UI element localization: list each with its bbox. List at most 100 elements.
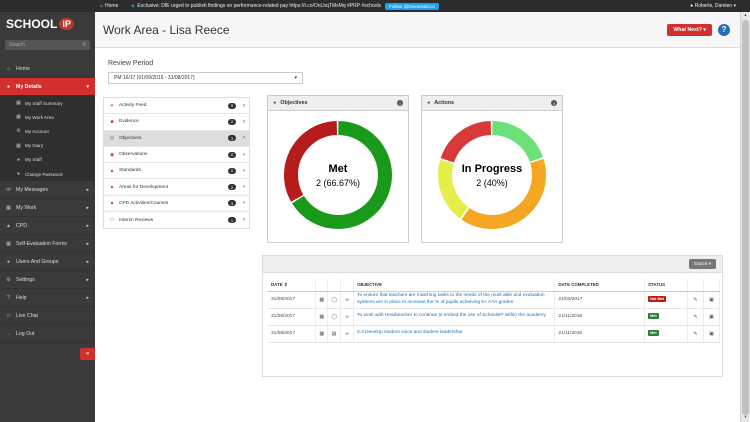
bar-chart-icon[interactable]: ▤ — [327, 325, 342, 343]
menu-item-activity-feed[interactable]: ✳ Activity Feed 5 › — [104, 98, 249, 115]
lightbulb-icon[interactable]: ◯ — [327, 308, 342, 326]
sidebar-subitem-my-account[interactable]: ⚙ My Account — [0, 124, 95, 139]
donut-segment-1[interactable] — [438, 121, 546, 229]
summary-icon: ▦ — [16, 100, 21, 107]
user-menu[interactable]: ● Roberts, Damien ▾ — [690, 3, 736, 9]
chevron-right-icon: › — [243, 200, 245, 207]
menu-item-cpd-activities[interactable]: ▲ CPD Activities/Courses 3 › — [104, 196, 249, 213]
link-icon[interactable]: ∞ — [340, 308, 355, 326]
home-link[interactable]: ⌂ Home — [100, 3, 118, 9]
column-header-date-completed[interactable]: DATE COMPLETED — [554, 279, 646, 292]
chevron-left-icon: « — [85, 351, 90, 357]
briefcase-icon: ▦ — [6, 204, 11, 211]
main-content: Work Area - Lisa Reece What Next? ▾ ? Re… — [95, 12, 740, 422]
menu-item-evidence[interactable]: ■ Evidence 2 › — [104, 114, 249, 131]
tweet-ticker[interactable]: ✦ Exclusive: DfE urged to publish findin… — [130, 3, 381, 10]
sidebar-item-live-chat[interactable]: □ Live Chat — [0, 307, 95, 326]
chevron-right-icon: › — [243, 167, 245, 174]
chevron-right-icon: › — [243, 118, 245, 125]
sort-icon: ⇕ — [283, 281, 288, 287]
what-next-button[interactable]: What Next? ▾ — [667, 23, 712, 36]
logo[interactable]: SCHOOL iP — [0, 12, 95, 36]
export-button[interactable]: Export ▾ — [689, 259, 716, 269]
sidebar-item-label: My Details — [16, 83, 42, 90]
gear-icon: ⚙ — [6, 276, 11, 283]
user-icon: ● — [6, 83, 11, 90]
chevron-down-icon: ▾ — [294, 75, 297, 81]
sidebar-item-my-work[interactable]: ▦ My Work ▸ — [0, 199, 95, 218]
column-header-date[interactable]: DATE ⇕ — [268, 279, 317, 292]
row-objective-link[interactable]: To work with Headteacher to continue to … — [353, 308, 556, 326]
chevron-right-icon: › — [243, 102, 245, 109]
column-header-status[interactable]: STATUS — [644, 279, 688, 292]
actions-center-value: 2 (40%) — [476, 178, 508, 188]
sidebar-subitem-my-staff-summary[interactable]: ▦ My Staff Summary — [0, 96, 95, 111]
row-objective-link[interactable]: 6.3 Develop student voice and student le… — [353, 325, 556, 343]
scroll-down-icon[interactable]: ▼ — [743, 414, 748, 419]
chevron-down-icon: ▾ — [703, 26, 706, 33]
sidebar-item-self-evaluation-forms[interactable]: ▦ Self-Evaluation Forms ▸ — [0, 235, 95, 254]
link-icon[interactable]: ∞ — [340, 325, 355, 343]
view-icon[interactable]: ▦ — [315, 325, 329, 343]
info-icon[interactable]: i — [397, 100, 403, 106]
sidebar-item-home[interactable]: ⌂ Home — [0, 60, 95, 78]
objectives-donut[interactable] — [268, 112, 408, 244]
twitter-icon: ✦ — [130, 3, 136, 10]
row-date: 31/08/2017 — [268, 325, 317, 343]
chevron-right-icon: ▸ — [86, 258, 89, 265]
menu-item-label: Standards — [119, 168, 141, 174]
link-icon[interactable]: ∞ — [340, 291, 355, 309]
chevron-right-icon: ▸ — [86, 204, 89, 211]
scrollbar-thumb[interactable] — [742, 20, 749, 415]
sidebar-subitem-my-work-area[interactable]: ▦ My Work Area — [0, 110, 95, 125]
column-header-objective[interactable]: OBJECTIVE — [353, 279, 556, 292]
menu-item-objectives[interactable]: ◎ Objectives 3 › — [104, 130, 249, 147]
menu-item-areas-for-development[interactable]: ▲ Areas for Development 2 › — [104, 179, 249, 196]
sidebar-item-help[interactable]: ? Help ▸ — [0, 289, 95, 308]
sidebar-item-settings[interactable]: ⚙ Settings ▸ — [0, 271, 95, 290]
view-icon[interactable]: ▦ — [315, 291, 329, 309]
menu-item-interim-reviews[interactable]: □ Interim Reviews 1 › — [104, 212, 249, 228]
collapse-sidebar-button[interactable]: « — [80, 348, 95, 360]
chevron-right-icon: › — [243, 217, 245, 224]
review-period-select[interactable]: PM 16/17 (01/09/2016 - 31/08/2017) ▾ — [108, 72, 303, 84]
sidebar-subitem-change-password[interactable]: ● Change Password — [0, 166, 95, 182]
sidebar-item-users-and-groups[interactable]: ● Users And Groups ▸ — [0, 253, 95, 272]
menu-item-standards[interactable]: ▲ Standards 0 › — [104, 163, 249, 180]
trash-icon[interactable]: ▣ — [703, 291, 721, 309]
info-icon[interactable]: i — [551, 100, 557, 106]
lightbulb-icon[interactable]: ◯ — [327, 291, 342, 309]
donut-segment-2[interactable] — [438, 121, 546, 229]
users-icon: ● — [6, 258, 11, 265]
view-icon[interactable]: ▦ — [315, 308, 329, 326]
search-icon: ⚲ — [82, 42, 86, 48]
sidebar-item-my-details[interactable]: ● My Details ▾ — [0, 78, 95, 96]
row-objective-link[interactable]: To ensure that teachers are matching tas… — [353, 291, 556, 309]
search-input[interactable]: Search ⚲ — [5, 40, 90, 50]
scroll-up-icon[interactable]: ▲ — [743, 12, 748, 17]
trash-icon[interactable]: ▣ — [703, 308, 721, 326]
sidebar-item-log-out[interactable]: → Log Out — [0, 325, 95, 344]
trash-icon[interactable]: ▣ — [703, 325, 721, 343]
donut-segment-1[interactable] — [284, 121, 392, 229]
edit-icon[interactable]: ✎ — [687, 325, 704, 343]
edit-icon[interactable]: ✎ — [687, 291, 704, 309]
objectives-table: DATE ⇕ OBJECTIVE DATE COMPLETED STATUS 3… — [268, 279, 721, 343]
sidebar-item-label: Settings — [16, 276, 35, 283]
lock-icon: ● — [16, 171, 21, 178]
follow-button[interactable]: Follow @Devonssd.co — [385, 2, 439, 10]
donut-segment-0[interactable] — [284, 121, 392, 229]
sidebar-item-cpd[interactable]: ▲ CPD ▸ — [0, 217, 95, 236]
sidebar-subitem-label: My Work Area — [25, 114, 54, 120]
page-scrollbar[interactable]: ▲ ▼ — [740, 12, 750, 422]
sidebar-subitem-my-diary[interactable]: ▦ My Diary — [0, 138, 95, 153]
sidebar-subitem-my-staff[interactable]: ● My Staff — [0, 152, 95, 167]
staff-icon: ● — [16, 156, 21, 163]
graduation-icon: ▲ — [109, 200, 115, 207]
edit-icon[interactable]: ✎ — [687, 308, 704, 326]
actions-donut[interactable] — [422, 112, 562, 244]
search-placeholder: Search — [9, 42, 25, 48]
sidebar-item-my-messages[interactable]: ✉ My Messages ▸ — [0, 181, 95, 200]
menu-item-observations[interactable]: ◉ Observations 2 › — [104, 147, 249, 164]
help-icon[interactable]: ? — [718, 23, 730, 36]
